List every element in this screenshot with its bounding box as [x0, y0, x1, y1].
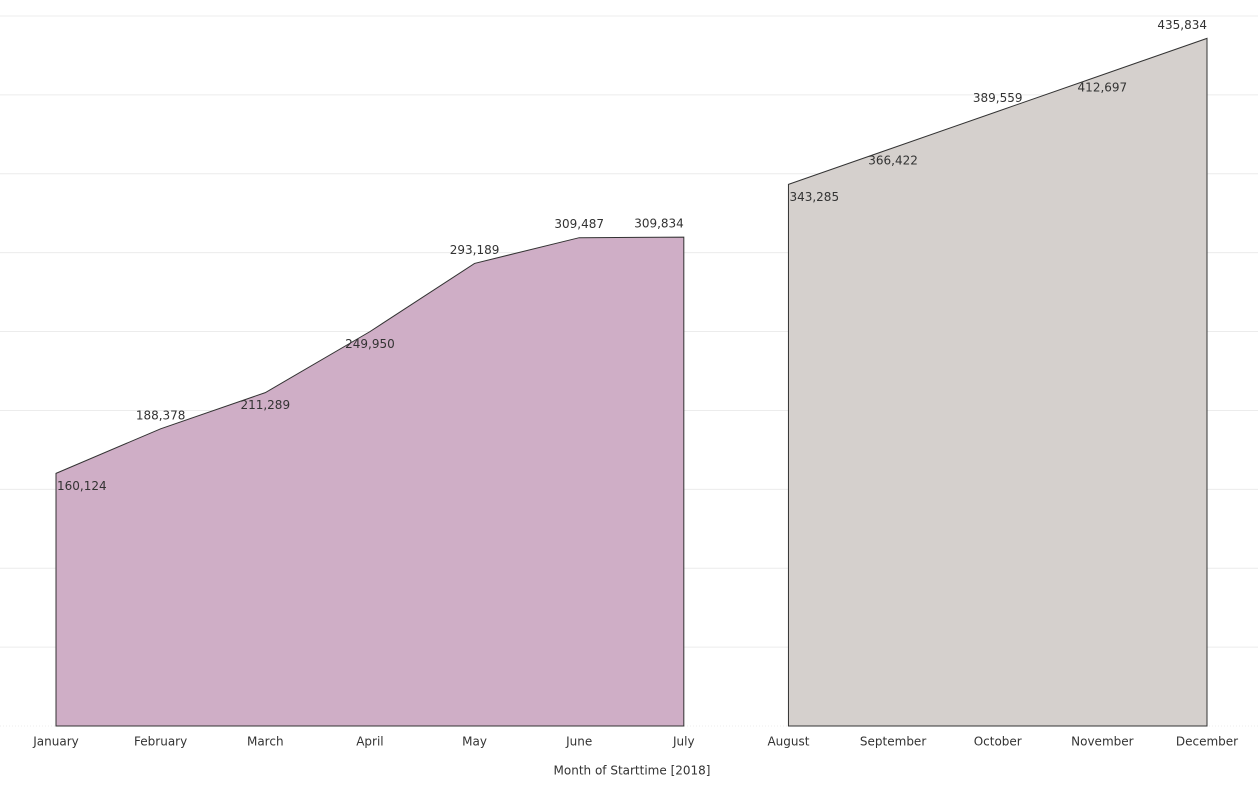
x-tick-label: January [32, 735, 79, 749]
data-label: 188,378 [136, 408, 186, 422]
data-label: 160,124 [57, 479, 107, 493]
x-tick-label: September [860, 735, 926, 749]
data-label: 211,289 [240, 398, 290, 412]
x-tick-label: November [1071, 735, 1133, 749]
x-tick-label: October [974, 735, 1022, 749]
x-tick-label: May [462, 735, 487, 749]
data-label: 412,697 [1078, 80, 1128, 94]
data-label: 366,422 [868, 153, 918, 167]
data-label: 293,189 [450, 243, 500, 257]
x-tick-label: December [1176, 735, 1238, 749]
x-tick-label: August [767, 735, 809, 749]
x-tick-label: April [356, 735, 383, 749]
data-label: 343,285 [789, 190, 839, 204]
x-tick-label: June [565, 735, 592, 749]
data-label: 389,559 [973, 91, 1023, 105]
x-tick-label: July [672, 735, 695, 749]
data-label: 309,834 [634, 217, 684, 231]
data-label: 249,950 [345, 337, 395, 351]
x-tick-label: February [134, 735, 187, 749]
x-tick-label: March [247, 735, 284, 749]
area [787, 37, 1208, 727]
area [55, 236, 685, 727]
data-label: 309,487 [554, 217, 604, 231]
data-label: 435,834 [1157, 18, 1207, 32]
x-axis-title: Month of Starttime [2018] [554, 764, 711, 778]
